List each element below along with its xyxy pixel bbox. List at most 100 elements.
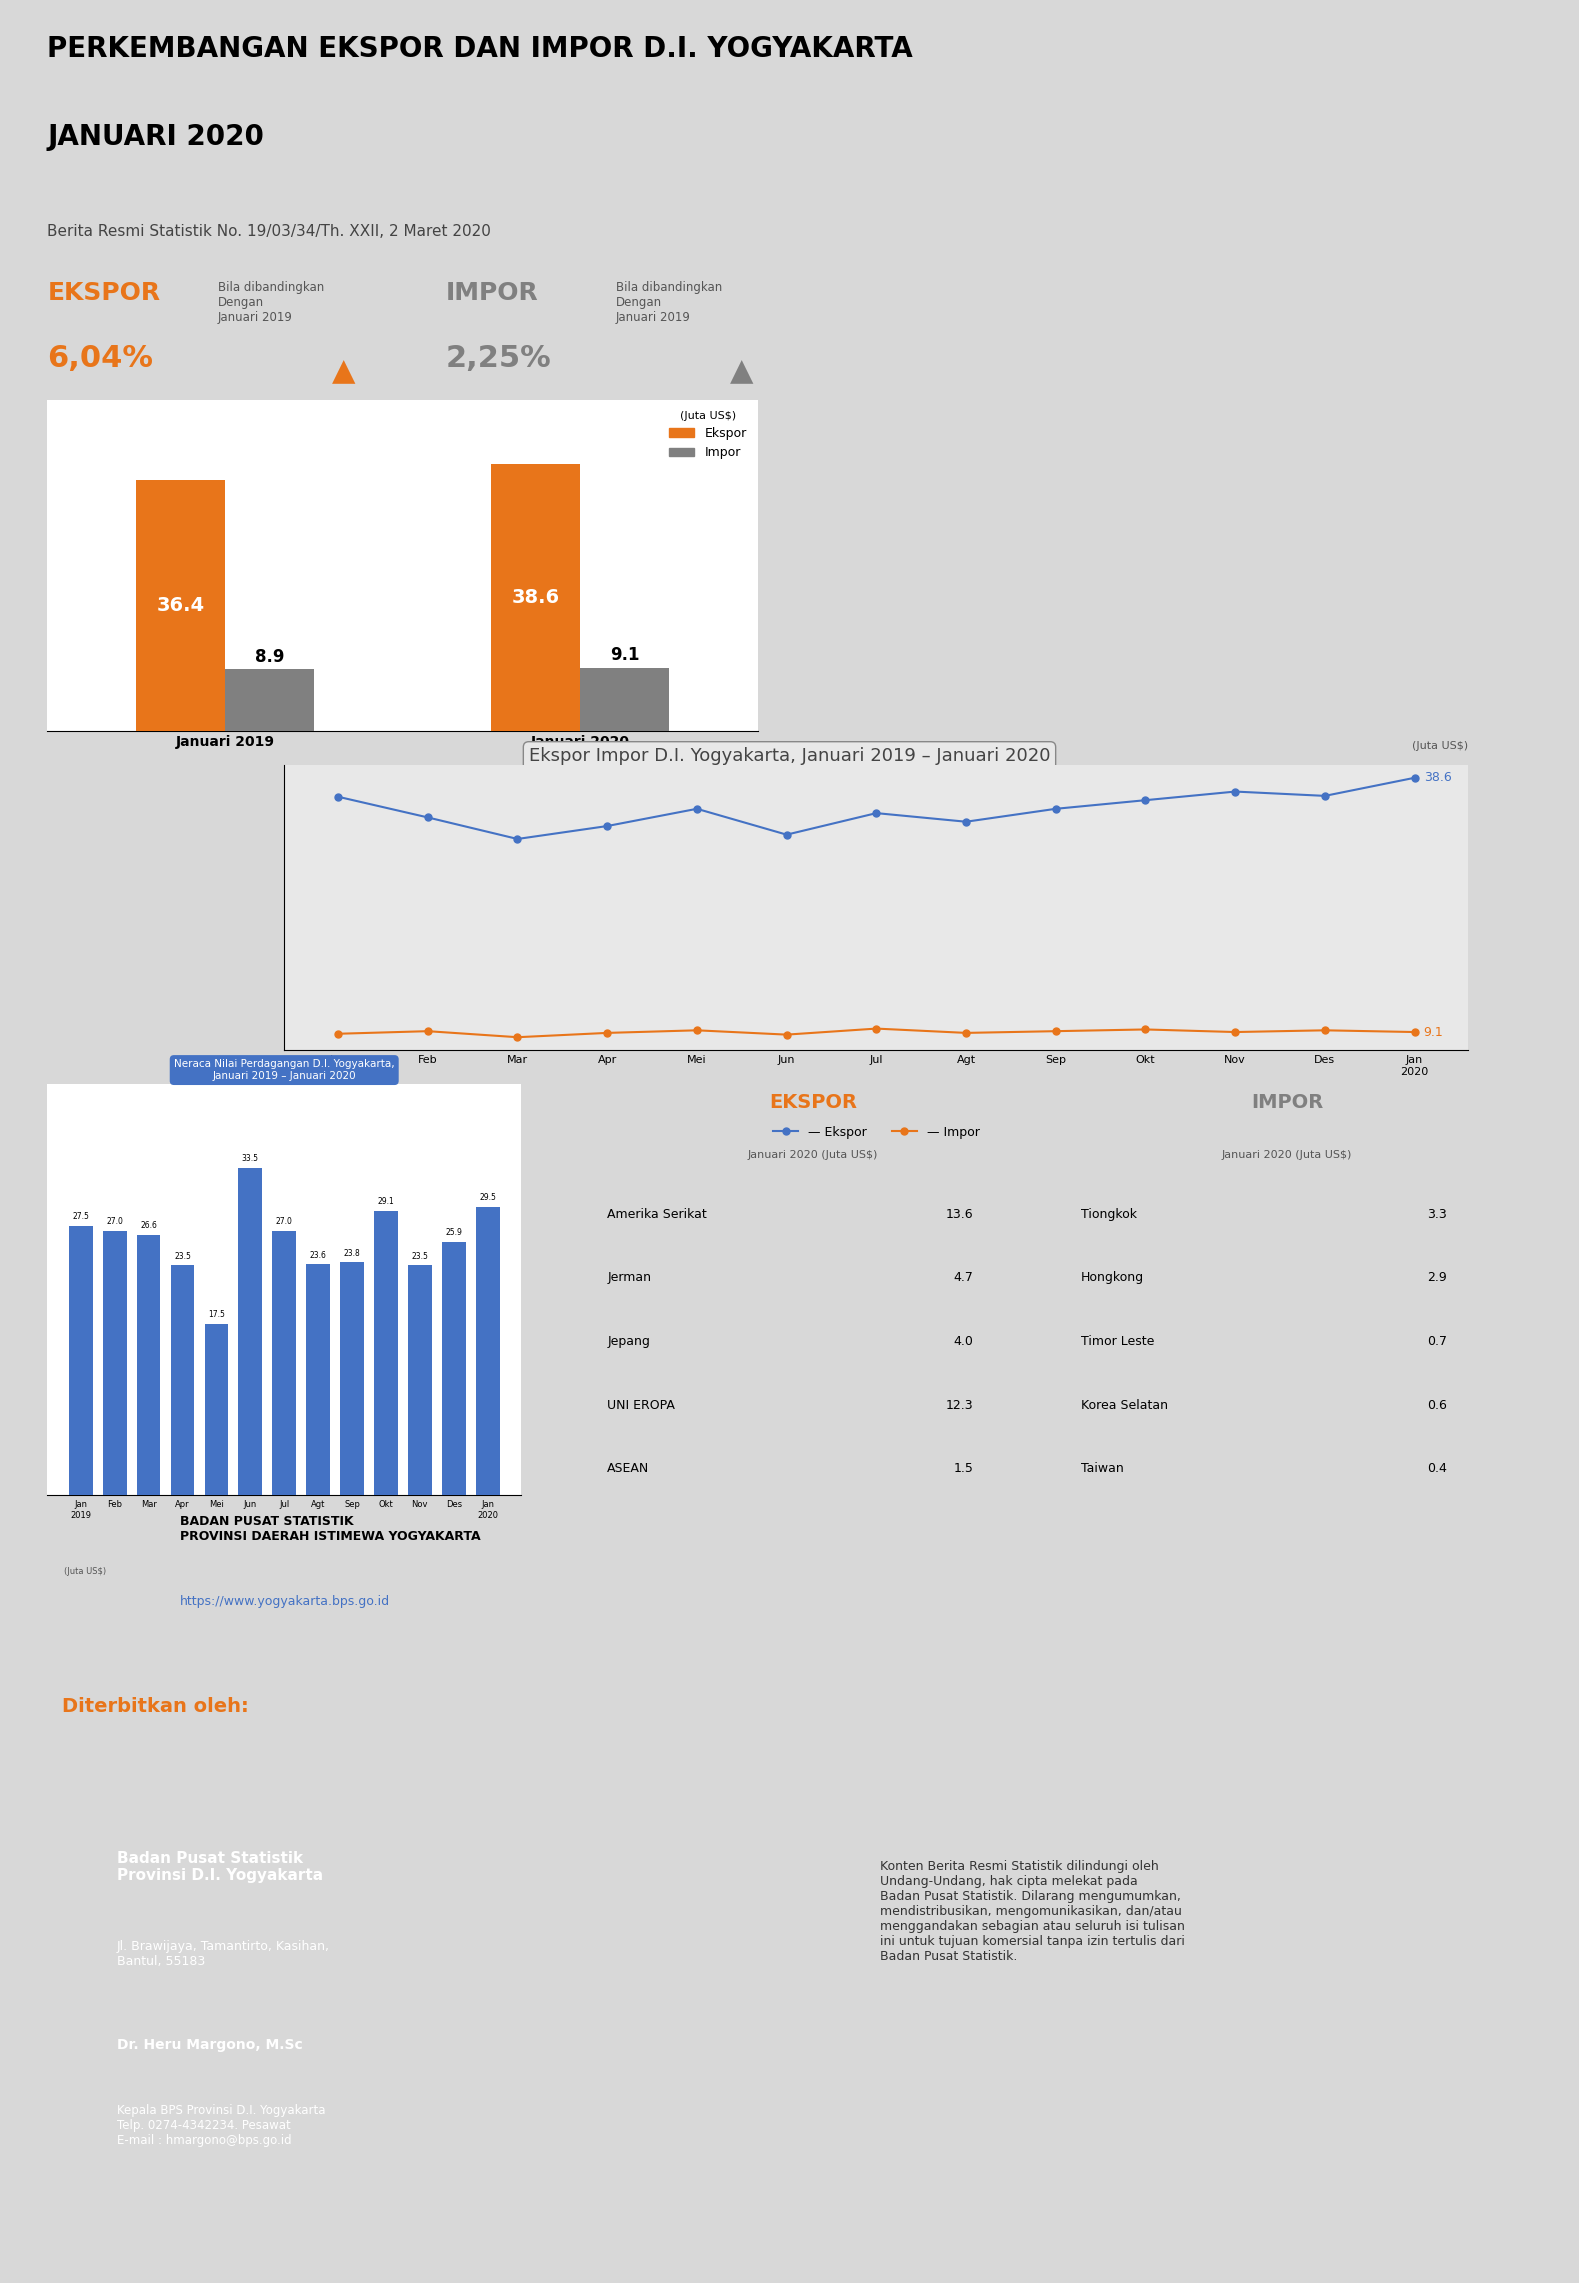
Text: Januari 2020 (Juta US$): Januari 2020 (Juta US$) — [748, 1151, 878, 1160]
Text: 29.1: 29.1 — [377, 1196, 395, 1205]
Bar — [442, 1242, 466, 1495]
Text: 25.9: 25.9 — [445, 1228, 463, 1237]
Text: 2.9: 2.9 — [1427, 1272, 1446, 1285]
Impor — [867, 1016, 886, 1043]
Text: 8.9: 8.9 — [254, 648, 284, 667]
Text: 2,25%: 2,25% — [445, 345, 551, 372]
Bar — [238, 1167, 262, 1495]
Text: ASEAN: ASEAN — [606, 1463, 649, 1475]
Text: Bila dibandingkan
Dengan
Januari 2019: Bila dibandingkan Dengan Januari 2019 — [616, 281, 722, 324]
Text: 27.0: 27.0 — [276, 1217, 292, 1226]
Bar — [224, 669, 314, 731]
Legend: — Ekspor, — Impor: — Ekspor, — Impor — [767, 1121, 985, 1144]
Text: PERKEMBANGAN EKSPOR DAN IMPOR D.I. YOGYAKARTA: PERKEMBANGAN EKSPOR DAN IMPOR D.I. YOGYA… — [47, 37, 913, 64]
Text: EKSPOR: EKSPOR — [47, 281, 161, 306]
Text: Timor Leste: Timor Leste — [1082, 1336, 1154, 1347]
Impor — [508, 1023, 527, 1050]
Text: Amerika Serikat: Amerika Serikat — [606, 1208, 707, 1221]
Text: Bila dibandingkan
Dengan
Januari 2019: Bila dibandingkan Dengan Januari 2019 — [218, 281, 324, 324]
Ekspor — [508, 824, 527, 852]
Text: Jl. Brawijaya, Tamantirto, Kasihan,
Bantul, 55183: Jl. Brawijaya, Tamantirto, Kasihan, Bant… — [117, 1941, 330, 1968]
Bar — [491, 463, 579, 731]
Bar — [272, 1231, 297, 1495]
Bar — [581, 669, 669, 731]
Text: Ekspor Impor D.I. Yogyakarta, Januari 2019 – Januari 2020: Ekspor Impor D.I. Yogyakarta, Januari 20… — [529, 747, 1050, 765]
Impor — [1315, 1016, 1334, 1043]
Text: 36.4: 36.4 — [156, 596, 205, 614]
Text: 23.6: 23.6 — [309, 1251, 327, 1260]
Text: 38.6: 38.6 — [512, 589, 561, 607]
Text: 23.5: 23.5 — [412, 1251, 428, 1260]
Text: 27.0: 27.0 — [106, 1217, 123, 1226]
Ekspor — [1047, 794, 1066, 822]
Impor — [1225, 1018, 1244, 1046]
Text: (Juta US$): (Juta US$) — [63, 1566, 106, 1575]
Ekspor — [598, 813, 617, 840]
Text: 17.5: 17.5 — [208, 1310, 224, 1320]
Text: 33.5: 33.5 — [242, 1153, 259, 1162]
Text: Kepala BPS Provinsi D.I. Yogyakarta
Telp. 0274-4342234. Pesawat
E-mail : hmargon: Kepala BPS Provinsi D.I. Yogyakarta Telp… — [117, 2105, 325, 2148]
Text: 12.3: 12.3 — [946, 1399, 973, 1411]
Text: 1.5: 1.5 — [954, 1463, 973, 1475]
Text: Jepang: Jepang — [606, 1336, 651, 1347]
Text: 0.4: 0.4 — [1427, 1463, 1446, 1475]
Text: 0.7: 0.7 — [1427, 1336, 1446, 1347]
Impor — [598, 1018, 617, 1046]
Text: EKSPOR: EKSPOR — [769, 1094, 857, 1112]
Text: IMPOR: IMPOR — [1251, 1094, 1323, 1112]
Bar — [136, 479, 224, 731]
Text: Badan Pusat Statistik
Provinsi D.I. Yogyakarta: Badan Pusat Statistik Provinsi D.I. Yogy… — [117, 1852, 324, 1883]
Text: 23.8: 23.8 — [344, 1249, 360, 1258]
Text: JANUARI 2020: JANUARI 2020 — [47, 123, 264, 151]
Title: Neraca Nilai Perdagangan D.I. Yogyakarta,
Januari 2019 – Januari 2020: Neraca Nilai Perdagangan D.I. Yogyakarta… — [174, 1059, 395, 1080]
Bar — [103, 1231, 126, 1495]
Line: Ekspor: Ekspor — [335, 774, 1418, 842]
Impor — [687, 1016, 706, 1043]
Text: Korea Selatan: Korea Selatan — [1082, 1399, 1168, 1411]
Impor — [1135, 1016, 1154, 1043]
Ekspor — [1225, 779, 1244, 806]
Ekspor — [777, 822, 796, 849]
Text: 4.7: 4.7 — [954, 1272, 973, 1285]
Text: 27.5: 27.5 — [73, 1212, 88, 1221]
Ekspor — [867, 799, 886, 826]
Text: Tiongkok: Tiongkok — [1082, 1208, 1137, 1221]
Text: 3.3: 3.3 — [1427, 1208, 1446, 1221]
Bar — [171, 1265, 194, 1495]
Text: Januari 2020 (Juta US$): Januari 2020 (Juta US$) — [1222, 1151, 1352, 1160]
Text: Taiwan: Taiwan — [1082, 1463, 1124, 1475]
Ekspor — [418, 804, 437, 831]
Impor — [1405, 1018, 1424, 1046]
Text: 29.5: 29.5 — [480, 1192, 496, 1201]
Text: UNI EROPA: UNI EROPA — [606, 1399, 674, 1411]
Text: 9.1: 9.1 — [609, 646, 639, 664]
Text: 23.5: 23.5 — [174, 1251, 191, 1260]
Text: 13.6: 13.6 — [946, 1208, 973, 1221]
Bar — [69, 1226, 93, 1495]
Legend: Ekspor, Impor: Ekspor, Impor — [665, 406, 752, 463]
Text: Dr. Heru Margono, M.Sc: Dr. Heru Margono, M.Sc — [117, 2036, 303, 2052]
Impor — [1047, 1018, 1066, 1046]
Ekspor — [1405, 765, 1424, 792]
Ekspor — [957, 808, 976, 836]
Text: Konten Berita Resmi Statistik dilindungi oleh
Undang-Undang, hak cipta melekat p: Konten Berita Resmi Statistik dilindungi… — [881, 1858, 1186, 1963]
Text: ▲: ▲ — [729, 356, 753, 386]
Text: 26.6: 26.6 — [141, 1221, 156, 1231]
Text: ▲: ▲ — [332, 356, 355, 386]
Text: 4.0: 4.0 — [954, 1336, 973, 1347]
Impor — [418, 1018, 437, 1046]
Text: 9.1: 9.1 — [1424, 1025, 1443, 1039]
Bar — [374, 1210, 398, 1495]
Impor — [777, 1021, 796, 1048]
Ekspor — [687, 794, 706, 822]
Impor — [328, 1021, 347, 1048]
Text: IMPOR: IMPOR — [445, 281, 538, 306]
Bar — [407, 1265, 431, 1495]
Text: 38.6: 38.6 — [1424, 772, 1451, 785]
Bar — [339, 1262, 363, 1495]
Text: 0.6: 0.6 — [1427, 1399, 1446, 1411]
Impor — [957, 1018, 976, 1046]
Text: 6,04%: 6,04% — [47, 345, 153, 372]
Ekspor — [328, 783, 347, 810]
Text: (Juta US$): (Juta US$) — [1412, 740, 1468, 751]
